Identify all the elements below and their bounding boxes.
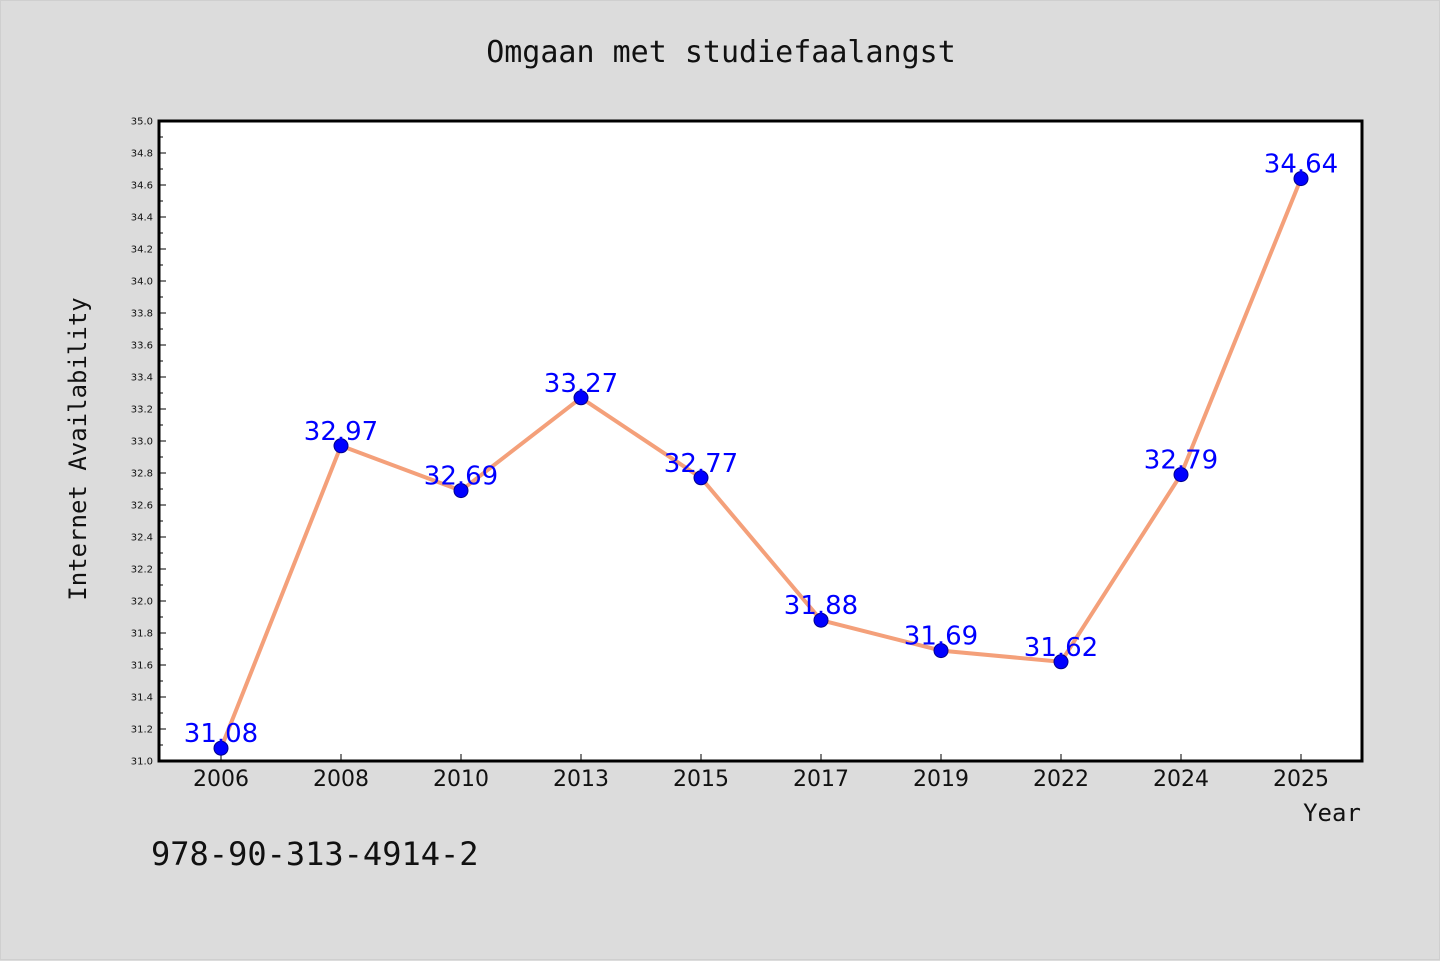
y-tick-label: 32.4	[131, 533, 153, 544]
x-tick-label: 2008	[313, 767, 369, 792]
y-tick-label: 34.0	[131, 277, 153, 288]
data-label: 31.69	[904, 622, 978, 652]
x-tick-label: 2025	[1273, 767, 1329, 792]
y-tick-label: 33.2	[131, 405, 153, 416]
x-tick-label: 2010	[433, 767, 489, 792]
y-tick-label: 31.6	[131, 661, 153, 672]
data-label: 32.77	[664, 449, 738, 479]
y-tick-label: 34.6	[131, 181, 153, 192]
data-point	[933, 643, 949, 659]
data-point	[693, 470, 709, 486]
x-tick-label: 2019	[913, 767, 969, 792]
data-point	[213, 740, 229, 756]
y-tick-label: 34.8	[131, 149, 153, 160]
y-tick-label: 33.0	[131, 437, 153, 448]
data-point	[573, 390, 589, 406]
data-point	[1293, 171, 1309, 187]
y-tick-label: 33.8	[131, 309, 153, 320]
data-label: 32.97	[304, 417, 378, 447]
y-tick-label: 34.2	[131, 245, 153, 256]
data-point	[333, 438, 349, 454]
data-point	[1053, 654, 1069, 670]
y-tick-label: 33.4	[131, 373, 153, 384]
data-point	[813, 612, 829, 628]
series-line	[219, 177, 1303, 749]
x-tick-label: 2024	[1153, 767, 1209, 792]
data-label: 32.69	[424, 462, 498, 492]
y-tick-label: 32.6	[131, 501, 153, 512]
y-tick-label: 33.6	[131, 341, 153, 352]
x-tick-label: 2006	[193, 767, 249, 792]
data-label: 34.64	[1264, 150, 1338, 180]
plot-area	[157, 119, 1364, 763]
y-axis-title: Internet Availability	[64, 297, 92, 600]
y-tick-label: 34.4	[131, 213, 153, 224]
y-tick-label: 31.8	[131, 629, 153, 640]
y-tick-label: 32.2	[131, 565, 153, 576]
y-tick-label: 31.0	[131, 757, 153, 768]
data-label: 31.88	[784, 591, 858, 621]
x-tick-label: 2015	[673, 767, 729, 792]
y-tick-label: 35.0	[131, 117, 153, 128]
data-label: 31.62	[1024, 633, 1098, 663]
x-tick-label: 2017	[793, 767, 849, 792]
y-tick-label: 31.4	[131, 693, 153, 704]
x-axis-title: Year	[1303, 799, 1361, 827]
data-label: 32.79	[1144, 446, 1218, 476]
data-label: 33.27	[544, 369, 618, 399]
y-tick-label: 32.8	[131, 469, 153, 480]
x-tick-label: 2013	[553, 767, 609, 792]
chart-title: Omgaan met studiefaalangst	[486, 35, 956, 70]
data-point	[1173, 467, 1189, 483]
data-label: 31.08	[184, 719, 258, 749]
y-tick-label: 31.2	[131, 725, 153, 736]
x-tick-label: 2022	[1033, 767, 1089, 792]
data-point	[453, 483, 469, 499]
y-tick-label: 32.0	[131, 597, 153, 608]
isbn-text: 978-90-313-4914-2	[151, 835, 479, 873]
